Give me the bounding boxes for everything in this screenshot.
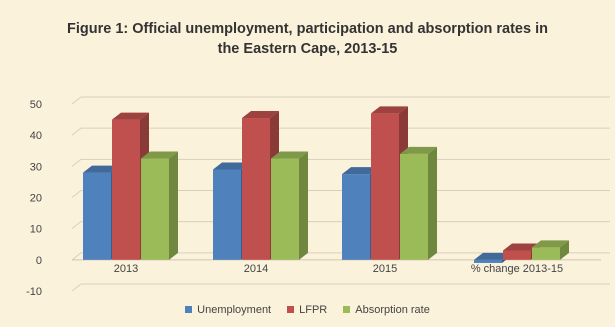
bar-top-lfpr: [242, 111, 279, 119]
bar-unemployment: [474, 259, 502, 263]
bar-side-absorption-rate: [560, 240, 569, 260]
bar-unemployment: [342, 174, 370, 260]
x-tick-label: 2014: [244, 263, 268, 275]
legend-swatch: [287, 305, 295, 313]
bar-lfpr: [112, 119, 140, 260]
gridline-depth: [71, 96, 82, 105]
chart-title-line-2: the Eastern Cape, 2013-15: [217, 41, 398, 57]
gridline-depth: [71, 221, 82, 230]
bar-absorption-rate: [271, 158, 299, 260]
bar-top-lfpr: [112, 112, 149, 120]
x-tick-label: % change 2013-15: [471, 263, 563, 275]
gridline-depth: [71, 252, 82, 261]
legend: Unemployment LFPR Absorption rate: [0, 304, 615, 316]
bar-lfpr: [503, 250, 531, 260]
bar-top-absorption-rate: [141, 151, 178, 159]
bar-lfpr: [371, 113, 399, 260]
bar-top-unemployment: [342, 167, 379, 175]
legend-swatch: [185, 305, 193, 313]
legend-label: LFPR: [299, 304, 328, 316]
gridline-depth: [71, 127, 82, 136]
bar-top-unemployment: [83, 165, 120, 173]
y-tick-label: 20: [30, 193, 42, 205]
y-tick-label: 50: [30, 99, 42, 111]
legend-item-unemployment: Unemployment: [185, 304, 271, 316]
legend-swatch: [343, 305, 351, 313]
bar-side-absorption-rate: [428, 146, 437, 260]
bar-top-unemployment: [213, 162, 250, 170]
gridline-depth: [71, 190, 82, 198]
legend-item-lfpr: LFPR: [287, 304, 327, 316]
bar-unemployment: [83, 172, 111, 260]
bar-absorption-rate: [141, 158, 169, 260]
x-tick-label: 2013: [114, 263, 138, 275]
bar-top-unemployment: [474, 252, 511, 260]
y-tick-label: -10: [26, 286, 42, 298]
legend-label: Absorption rate: [355, 304, 430, 316]
bar-side-absorption-rate: [169, 151, 178, 260]
bar-side-absorption-rate: [299, 151, 308, 260]
y-tick-label: 30: [30, 161, 42, 173]
gridline-depth: [71, 283, 82, 292]
bar-lfpr: [242, 118, 270, 260]
chart-title-line-1: Figure 1: Official unemployment, partici…: [67, 21, 548, 37]
bar-top-lfpr: [503, 243, 540, 251]
y-tick-label: 0: [36, 255, 42, 267]
legend-label: Unemployment: [197, 304, 272, 316]
bar-top-lfpr: [371, 106, 408, 114]
bar-absorption-rate: [532, 247, 560, 260]
bar-top-absorption-rate: [271, 151, 308, 159]
bar-unemployment: [213, 169, 241, 260]
y-tick-label: 40: [30, 130, 42, 142]
legend-item-absorption-rate: Absorption rate: [343, 304, 430, 316]
bar-top-absorption-rate: [400, 146, 437, 154]
y-tick-label: 10: [30, 224, 42, 236]
x-tick-label: 2015: [373, 263, 397, 275]
bar-absorption-rate: [400, 153, 428, 260]
gridline-depth: [71, 158, 82, 167]
bar-top-absorption-rate: [532, 240, 569, 248]
